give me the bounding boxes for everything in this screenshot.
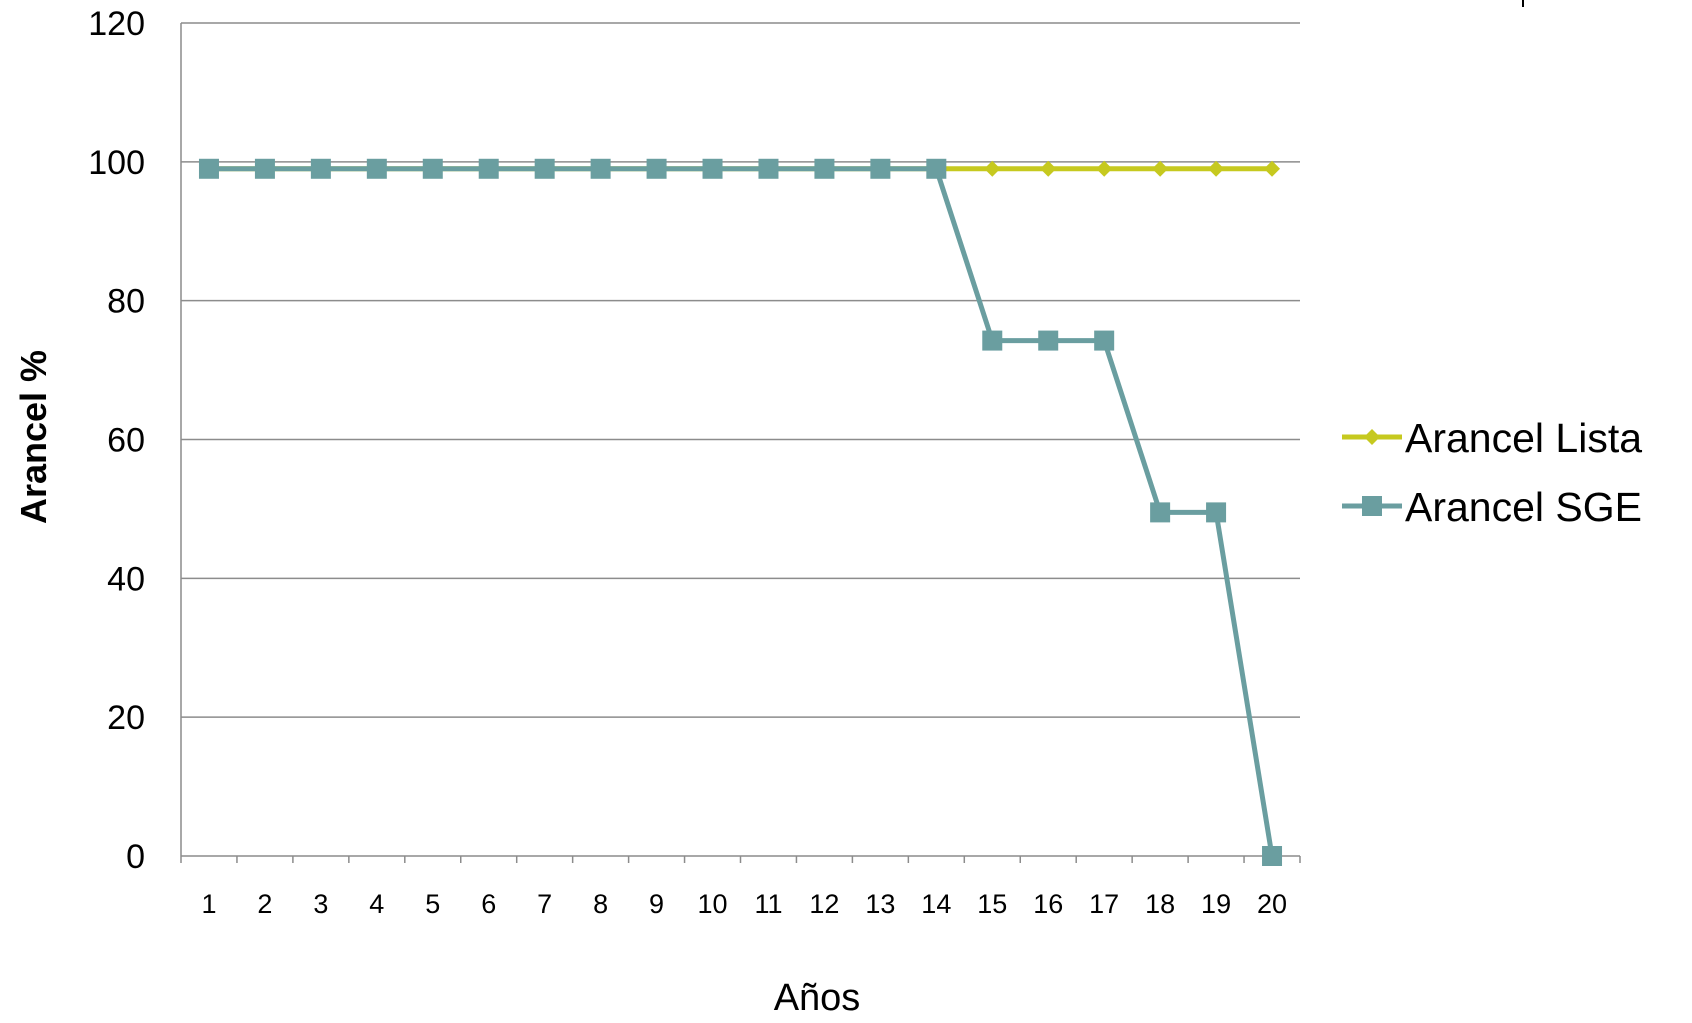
series-layer bbox=[198, 158, 1283, 866]
data-point bbox=[1262, 846, 1283, 866]
data-point bbox=[422, 158, 443, 179]
x-tick-label: 20 bbox=[1257, 889, 1287, 919]
x-tick-label: 18 bbox=[1145, 889, 1175, 919]
x-tick-label: 17 bbox=[1089, 889, 1119, 919]
data-point bbox=[1208, 160, 1225, 177]
data-point bbox=[310, 158, 331, 179]
series-line bbox=[209, 166, 1275, 857]
data-point bbox=[1038, 330, 1059, 351]
x-tick-label: 6 bbox=[481, 889, 496, 919]
x-tick-label: 16 bbox=[1033, 889, 1063, 919]
data-point bbox=[870, 158, 891, 179]
data-point bbox=[254, 158, 275, 179]
x-tick-label: 2 bbox=[257, 889, 272, 919]
legend: Arancel Lista Arancel SGE bbox=[1342, 415, 1642, 530]
y-tick-label: 80 bbox=[107, 283, 145, 321]
data-point bbox=[1206, 502, 1227, 523]
y-tick-label: 40 bbox=[107, 560, 145, 598]
x-tick-label: 14 bbox=[921, 889, 951, 919]
x-tick-labels: 1 2 3 4 5 6 7 8 9 10 11 12 13 14 15 16 17 18 19 20 bbox=[201, 889, 1287, 919]
y-tick-labels: 0 20 40 60 80 100 120 bbox=[88, 5, 145, 876]
y-tick-label: 0 bbox=[126, 838, 145, 876]
x-tick-label: 11 bbox=[754, 889, 782, 919]
x-tick-label: 13 bbox=[865, 889, 895, 919]
data-point bbox=[982, 330, 1003, 351]
data-point bbox=[646, 158, 667, 179]
data-point bbox=[926, 158, 947, 179]
x-tick-label: 9 bbox=[649, 889, 664, 919]
x-tick-label: 19 bbox=[1201, 889, 1231, 919]
data-point bbox=[984, 160, 1001, 177]
legend-label: Arancel SGE bbox=[1405, 484, 1642, 530]
x-tick-label: 15 bbox=[977, 889, 1007, 919]
x-tick-label: 8 bbox=[593, 889, 608, 919]
data-point bbox=[366, 158, 387, 179]
data-point bbox=[814, 158, 835, 179]
data-point bbox=[1152, 160, 1169, 177]
y-tick-label: 100 bbox=[88, 144, 145, 182]
data-point bbox=[534, 158, 555, 179]
legend-entry: Arancel SGE bbox=[1342, 484, 1642, 530]
data-point bbox=[198, 158, 219, 179]
x-tick-label: 12 bbox=[809, 889, 839, 919]
y-tick-label: 120 bbox=[88, 5, 145, 43]
data-point bbox=[1096, 160, 1113, 177]
data-point bbox=[590, 158, 611, 179]
y-tick-label: 20 bbox=[107, 699, 145, 737]
series-arancel-sge bbox=[198, 158, 1283, 866]
data-point bbox=[478, 158, 499, 179]
gridlines bbox=[181, 22, 1300, 718]
x-tick-label: 7 bbox=[537, 889, 552, 919]
data-point bbox=[1094, 330, 1115, 351]
data-point bbox=[702, 158, 723, 179]
x-tick-label: 10 bbox=[698, 889, 728, 919]
x-tick-label: 3 bbox=[313, 889, 328, 919]
x-axis-title: Años bbox=[774, 977, 861, 1019]
data-point bbox=[1150, 502, 1171, 523]
legend-marker bbox=[1362, 496, 1382, 516]
axes bbox=[180, 23, 1301, 863]
y-axis-title: Arancel % bbox=[13, 350, 54, 524]
legend-entry: Arancel Lista bbox=[1342, 415, 1642, 461]
data-point bbox=[1264, 160, 1281, 177]
data-point bbox=[1040, 160, 1057, 177]
x-tick-label: 5 bbox=[425, 889, 440, 919]
x-tick-label: 4 bbox=[369, 889, 384, 919]
legend-label: Arancel Lista bbox=[1405, 415, 1642, 461]
x-tick-label: 1 bbox=[201, 889, 216, 919]
legend-marker bbox=[1364, 429, 1380, 445]
data-point bbox=[758, 158, 779, 179]
y-tick-label: 60 bbox=[107, 422, 145, 460]
